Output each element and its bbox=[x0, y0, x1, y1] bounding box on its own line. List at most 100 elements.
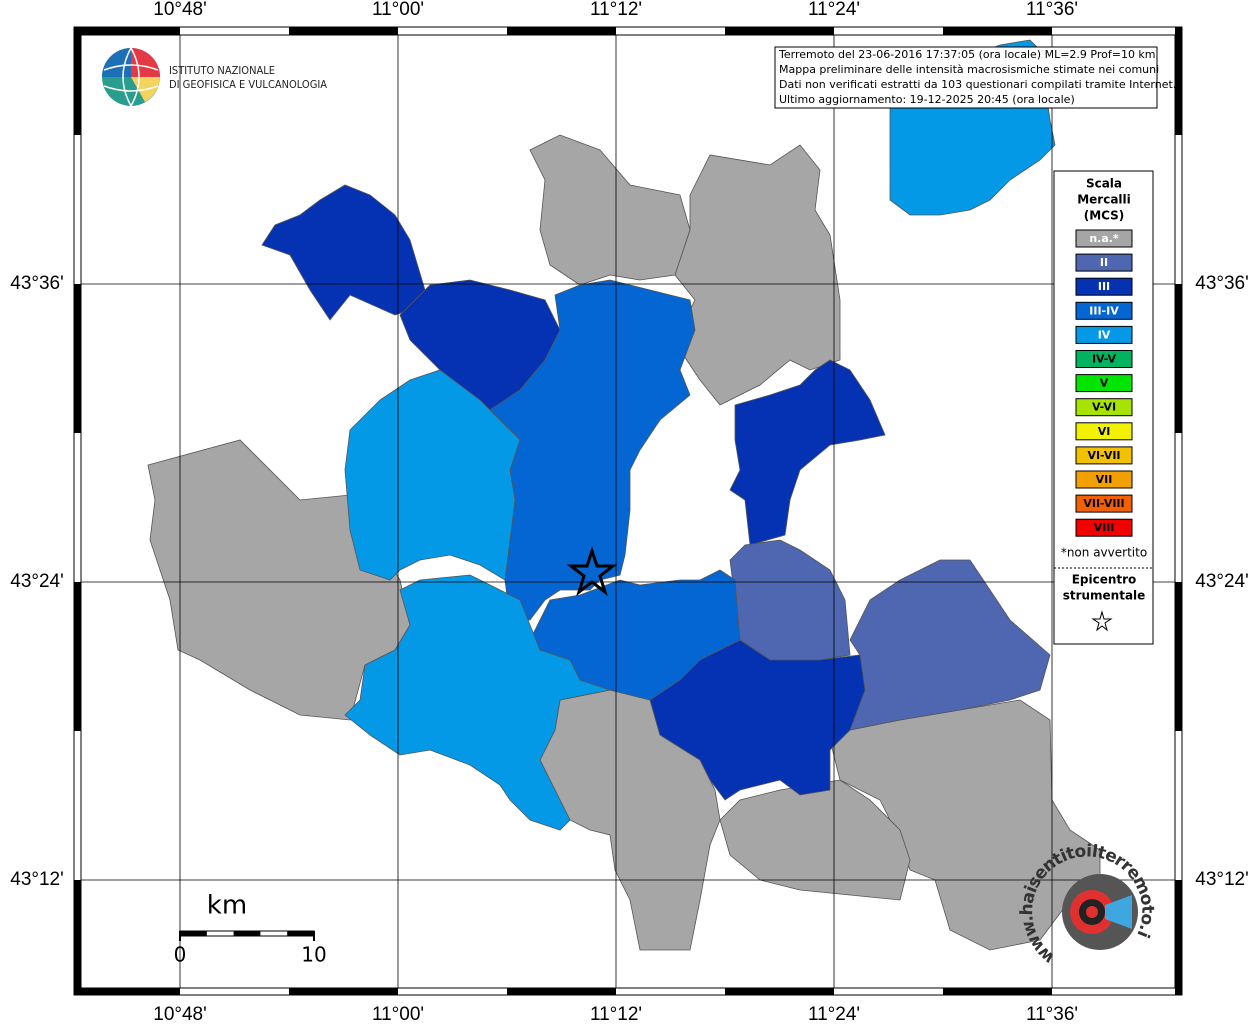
municipality bbox=[649, 639, 866, 801]
lat-label: 43°12' bbox=[10, 869, 64, 890]
grid bbox=[81, 35, 1175, 988]
lat-label: 43°36' bbox=[10, 273, 64, 294]
lon-label: 11°24' bbox=[808, 1004, 860, 1024]
regions bbox=[147, 39, 1101, 951]
municipality bbox=[529, 134, 691, 286]
frame-segment bbox=[725, 988, 834, 995]
legend-title: (MCS) bbox=[1084, 209, 1125, 223]
lon-label: 11°36' bbox=[1026, 1004, 1078, 1024]
legend-note: *non avvertito bbox=[1061, 546, 1147, 560]
info-line: Terremoto del 23-06-2016 17:37:05 (ora l… bbox=[778, 48, 1156, 61]
scale-segment bbox=[233, 931, 261, 936]
frame-segment bbox=[507, 988, 616, 995]
legend-swatch bbox=[1075, 422, 1133, 441]
frame bbox=[73, 26, 1183, 996]
legend-star bbox=[1091, 610, 1113, 632]
legend-label: III-IV bbox=[1089, 304, 1119, 317]
frame-segment bbox=[74, 582, 81, 731]
frame-segment bbox=[74, 988, 180, 995]
legend-label: IV bbox=[1098, 328, 1111, 341]
hsit-beam bbox=[1105, 895, 1132, 929]
scale-segment bbox=[180, 931, 207, 936]
frame-segment bbox=[1175, 284, 1182, 433]
scale-unit: km bbox=[207, 891, 247, 921]
legend-epicenter: strumentale bbox=[1063, 589, 1146, 603]
lon-label: 11°12' bbox=[590, 1004, 642, 1024]
lat-label: 43°36' bbox=[1195, 273, 1249, 294]
lat-label: 43°24' bbox=[1195, 571, 1249, 592]
legend-label: II bbox=[1100, 256, 1108, 269]
legend-swatch bbox=[1075, 301, 1133, 320]
lat-label: 43°12' bbox=[1195, 869, 1249, 890]
legend-swatch bbox=[1075, 518, 1133, 537]
legend-swatch bbox=[1075, 350, 1133, 368]
info-line: Mappa preliminare delle intensità macros… bbox=[779, 63, 1159, 76]
municipality bbox=[261, 184, 426, 321]
logo-lines bbox=[103, 47, 159, 107]
legend-label: VII-VIII bbox=[1083, 497, 1124, 510]
logo-text: DI GEOFISICA E VULCANOLOGIA bbox=[169, 78, 327, 91]
frame-outer bbox=[73, 26, 1183, 996]
legend-swatch bbox=[1075, 470, 1133, 489]
legend-label: V-VI bbox=[1092, 401, 1116, 414]
municipality bbox=[729, 359, 886, 546]
legend-title: Scala bbox=[1086, 177, 1122, 191]
scale-label: 10 bbox=[301, 943, 326, 967]
lon-label: 11°00' bbox=[372, 1004, 424, 1024]
legend-label: IV-V bbox=[1092, 353, 1117, 366]
frame-segment bbox=[725, 27, 834, 35]
info-text: Terremoto del 23-06-2016 17:37:05 (ora l… bbox=[778, 48, 1176, 106]
legend: ScalaMercalli(MCS)n.a.*IIIIIIII-IVIVIV-V… bbox=[1075, 177, 1133, 537]
frame-segment bbox=[74, 27, 81, 135]
info-line: Ultimo aggiornamento: 19-12-2025 20:45 (… bbox=[779, 93, 1075, 106]
municipality bbox=[147, 439, 411, 721]
hsit-target bbox=[1086, 906, 1098, 918]
scale-segment bbox=[287, 931, 314, 936]
legend-swatch bbox=[1075, 374, 1133, 393]
epicenter-star bbox=[566, 546, 618, 597]
legend-swatch bbox=[1075, 325, 1133, 344]
legend-epicenter: Epicentro bbox=[1072, 573, 1137, 587]
legend-title: Mercalli bbox=[1077, 193, 1131, 207]
legend-label: VI-VII bbox=[1087, 449, 1120, 462]
info-line: Dati non verificati estratti da 103 ques… bbox=[779, 78, 1176, 91]
ingv-logo: ISTITUTO NAZIONALE DI GEOFISICA E VULCAN… bbox=[102, 47, 327, 107]
legend-swatch bbox=[1075, 277, 1133, 296]
frame-segment bbox=[289, 988, 398, 995]
legend-label: III bbox=[1098, 280, 1110, 293]
frame-segment bbox=[289, 27, 398, 35]
frame-segment bbox=[943, 988, 1052, 995]
lon-label: 11°36' bbox=[1026, 0, 1078, 20]
legend-label: V bbox=[1100, 377, 1109, 390]
lat-label: 43°24' bbox=[10, 571, 64, 592]
frame-segment bbox=[1175, 880, 1182, 995]
scale-label: 0 bbox=[174, 943, 187, 967]
municipality bbox=[344, 574, 612, 831]
frame-segment bbox=[943, 27, 1052, 35]
legend-label: n.a.* bbox=[1089, 232, 1119, 245]
lon-label: 11°12' bbox=[590, 0, 642, 20]
legend-label: VIII bbox=[1094, 521, 1115, 534]
legend-swatch bbox=[1075, 494, 1133, 513]
frame-segment bbox=[1175, 582, 1182, 731]
frame-segment bbox=[74, 880, 81, 995]
legend-label: VII bbox=[1096, 473, 1113, 486]
lon-label: 10°48' bbox=[153, 0, 207, 20]
frame-segment bbox=[1175, 27, 1182, 135]
legend-swatch bbox=[1075, 229, 1133, 248]
frame-segment bbox=[507, 27, 616, 35]
frame-segment bbox=[74, 27, 180, 35]
lon-label: 11°24' bbox=[808, 0, 860, 20]
legend-swatch bbox=[1075, 253, 1133, 272]
logo-text: ISTITUTO NAZIONALE bbox=[169, 64, 275, 77]
municipality bbox=[674, 144, 841, 406]
legend-label: VI bbox=[1098, 425, 1111, 438]
lon-label: 10°48' bbox=[153, 1004, 207, 1024]
municipality bbox=[344, 369, 521, 581]
legend-swatch bbox=[1075, 446, 1133, 465]
info-box bbox=[774, 46, 1158, 109]
lon-label: 11°00' bbox=[372, 0, 424, 20]
frame-segment bbox=[74, 284, 81, 433]
frame-inner bbox=[80, 34, 1176, 989]
scale-bar: km 0 10 bbox=[174, 891, 327, 967]
